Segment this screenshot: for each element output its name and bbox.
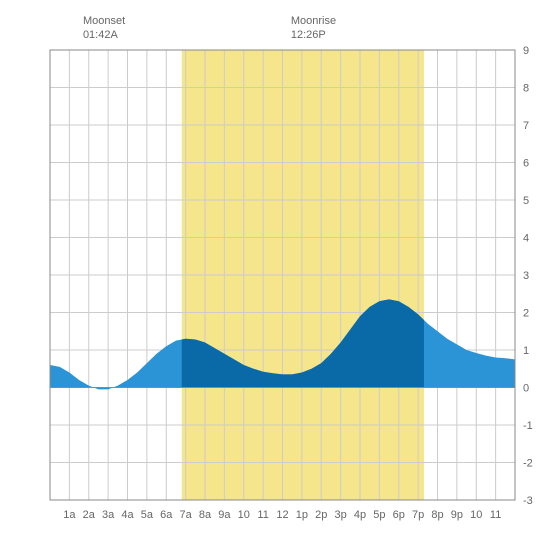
svg-text:7a: 7a	[180, 509, 193, 521]
svg-text:12: 12	[276, 509, 288, 521]
moonrise-time: 12:26P	[291, 28, 336, 42]
svg-text:8a: 8a	[199, 509, 212, 521]
svg-text:0: 0	[523, 383, 529, 395]
svg-text:8: 8	[523, 83, 529, 95]
svg-text:6p: 6p	[393, 509, 405, 521]
chart-svg: -3-2-101234567891a2a3a4a5a6a7a8a9a101112…	[10, 10, 540, 540]
svg-text:11: 11	[257, 509, 268, 521]
svg-text:7p: 7p	[412, 509, 424, 521]
svg-text:4: 4	[523, 233, 529, 245]
svg-text:3a: 3a	[102, 509, 115, 521]
tide-chart: Moonset 01:42A Moonrise 12:26P -3-2-1012…	[10, 10, 540, 540]
moonset-title: Moonset	[83, 14, 125, 28]
svg-text:1: 1	[523, 345, 529, 357]
svg-text:9a: 9a	[218, 509, 231, 521]
svg-text:5: 5	[523, 195, 529, 207]
svg-text:-2: -2	[523, 458, 533, 470]
svg-text:3: 3	[523, 270, 529, 282]
svg-text:8p: 8p	[431, 509, 443, 521]
svg-text:2a: 2a	[83, 509, 96, 521]
svg-text:9: 9	[523, 45, 529, 57]
svg-text:3p: 3p	[335, 509, 347, 521]
moonrise-title: Moonrise	[291, 14, 336, 28]
svg-text:-3: -3	[523, 495, 533, 507]
svg-text:-1: -1	[523, 420, 533, 432]
svg-text:4a: 4a	[121, 509, 134, 521]
svg-text:10: 10	[470, 509, 482, 521]
moonset-label: Moonset 01:42A	[83, 14, 125, 43]
svg-text:6: 6	[523, 158, 529, 170]
svg-text:2: 2	[523, 308, 529, 320]
svg-text:5a: 5a	[141, 509, 154, 521]
svg-text:7: 7	[523, 120, 529, 132]
svg-text:5p: 5p	[373, 509, 385, 521]
svg-text:1a: 1a	[63, 509, 76, 521]
svg-text:9p: 9p	[451, 509, 463, 521]
svg-text:4p: 4p	[354, 509, 366, 521]
moonrise-label: Moonrise 12:26P	[291, 14, 336, 43]
svg-text:1p: 1p	[296, 509, 308, 521]
moonset-time: 01:42A	[83, 28, 125, 42]
svg-text:2p: 2p	[315, 509, 327, 521]
svg-text:6a: 6a	[160, 509, 173, 521]
svg-text:11: 11	[490, 509, 501, 521]
svg-text:10: 10	[238, 509, 250, 521]
